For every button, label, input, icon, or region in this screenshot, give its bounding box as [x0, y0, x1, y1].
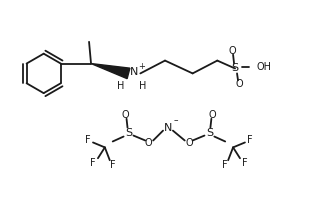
- Text: O: O: [235, 79, 243, 89]
- Text: H: H: [139, 81, 146, 91]
- Text: +: +: [138, 62, 145, 71]
- Text: –: –: [174, 116, 178, 125]
- Text: S: S: [125, 128, 132, 138]
- Text: H: H: [117, 81, 124, 91]
- Text: N: N: [164, 123, 172, 133]
- Text: F: F: [242, 158, 248, 168]
- Text: O: O: [208, 110, 216, 120]
- Text: F: F: [85, 136, 91, 145]
- Text: F: F: [222, 160, 228, 170]
- Text: O: O: [144, 138, 152, 149]
- Polygon shape: [91, 63, 130, 79]
- Text: F: F: [110, 160, 116, 170]
- Text: O: O: [122, 110, 129, 120]
- Text: O: O: [186, 138, 194, 149]
- Text: F: F: [247, 136, 253, 145]
- Text: S: S: [231, 63, 239, 74]
- Text: F: F: [90, 158, 96, 168]
- Text: S: S: [206, 128, 213, 138]
- Text: N: N: [130, 67, 139, 77]
- Text: O: O: [228, 46, 236, 56]
- Text: OH: OH: [257, 62, 272, 73]
